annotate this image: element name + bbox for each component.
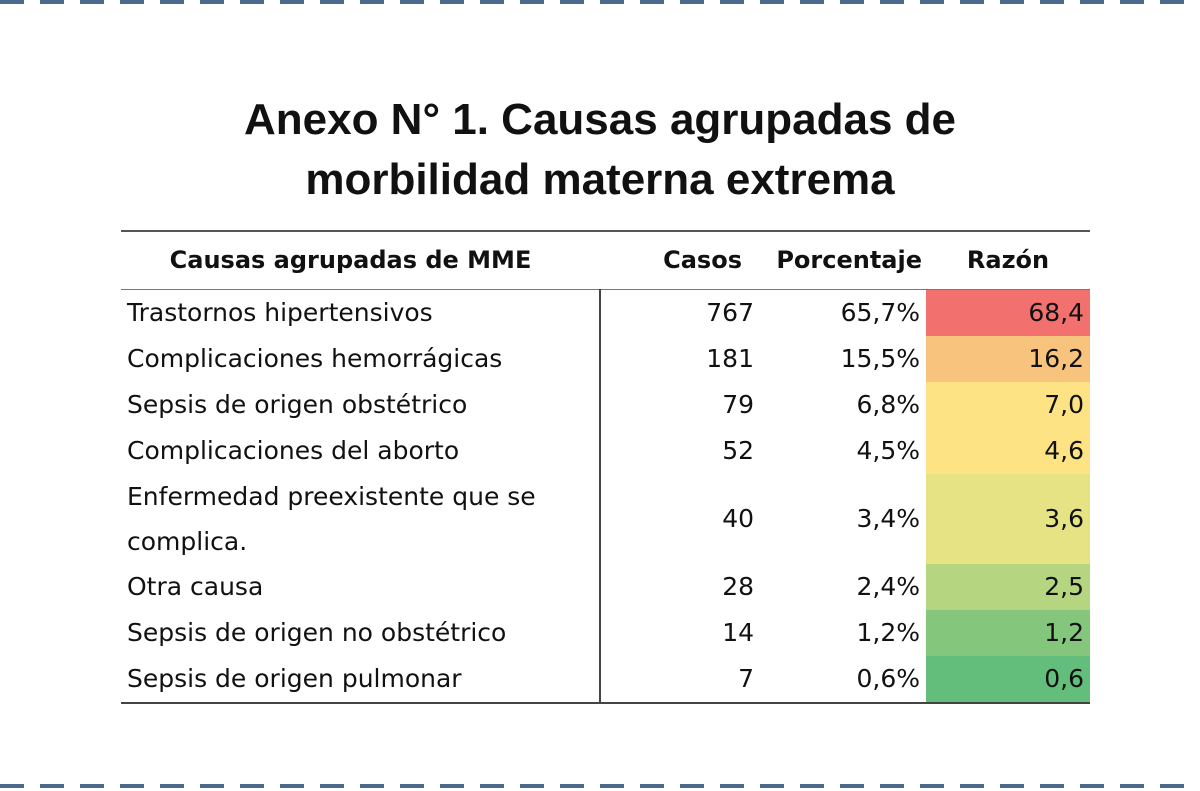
cell-porcentaje: 65,7%: [840, 298, 920, 327]
table-row: Sepsis de origen pulmonar 7 0,6% 0,6: [121, 655, 1090, 704]
cell-casos: 52: [722, 436, 754, 465]
cell-casos: 14: [722, 618, 754, 647]
cell-porcentaje: 3,4%: [856, 504, 920, 533]
cell-razon: 4,6: [926, 427, 1090, 474]
cell-causa: Sepsis de origen obstétrico: [121, 381, 601, 428]
title-line-1: Anexo N° 1. Causas agrupadas de: [243, 95, 957, 144]
cell-casos: 181: [706, 344, 754, 373]
cell-razon: 7,0: [926, 381, 1090, 428]
cell-causa: Sepsis de origen no obstétrico: [121, 609, 601, 656]
cell-porcentaje: 4,5%: [856, 436, 920, 465]
table-row: Otra causa 28 2,4% 2,5: [121, 563, 1090, 610]
table-row: Sepsis de origen obstétrico 79 6,8% 7,0: [121, 381, 1090, 428]
cell-razon: 3,6: [926, 473, 1090, 564]
data-table-container: Causas agrupadas de MME Casos Porcentaje…: [121, 230, 1090, 704]
table-row: Sepsis de origen no obstétrico 14 1,2% 1,2: [121, 609, 1090, 656]
cell-causa: Complicaciones del aborto: [121, 427, 601, 474]
cell-razon: 68,4: [926, 289, 1090, 336]
cell-causa: Otra causa: [121, 563, 601, 610]
table-row: Complicaciones hemorrágicas 181 15,5% 16,2: [121, 335, 1090, 382]
header-razon: Razón: [926, 230, 1090, 290]
cell-porcentaje: 1,2%: [856, 618, 920, 647]
cell-casos: 79: [722, 390, 754, 419]
top-dashed-border: [0, 0, 1200, 4]
cell-razon: 0,6: [926, 655, 1090, 704]
cell-causa: Complicaciones hemorrágicas: [121, 335, 601, 382]
cell-razon: 1,2: [926, 609, 1090, 656]
header-causa: Causas agrupadas de MME: [121, 230, 600, 290]
header-casos: Casos: [600, 230, 762, 290]
title-line-2: morbilidad materna extrema: [305, 155, 895, 204]
header-porcentaje: Porcentaje: [762, 230, 926, 290]
cell-casos: 28: [722, 572, 754, 601]
cell-causa: Trastornos hipertensivos: [121, 289, 601, 336]
cell-razon: 2,5: [926, 563, 1090, 610]
table-title: Anexo N° 1. Causas agrupadas de morbilid…: [0, 90, 1200, 210]
mme-causes-table: Causas agrupadas de MME Casos Porcentaje…: [121, 230, 1090, 704]
table-row: Enfermedad preexistente que se complica.…: [121, 473, 1090, 564]
cell-porcentaje: 2,4%: [856, 572, 920, 601]
cell-causa: Sepsis de origen pulmonar: [121, 655, 601, 704]
cell-razon: 16,2: [926, 335, 1090, 382]
bottom-dashed-border: [0, 784, 1200, 788]
cell-casos: 767: [706, 298, 754, 327]
cell-porcentaje: 15,5%: [840, 344, 920, 373]
table-row: Complicaciones del aborto 52 4,5% 4,6: [121, 427, 1090, 474]
cell-casos: 40: [722, 504, 754, 533]
cell-porcentaje: 6,8%: [856, 390, 920, 419]
header-row: Causas agrupadas de MME Casos Porcentaje…: [121, 230, 1090, 290]
cell-causa: Enfermedad preexistente que se complica.: [121, 473, 601, 564]
table-row: Trastornos hipertensivos 767 65,7% 68,4: [121, 289, 1090, 336]
cell-porcentaje: 0,6%: [762, 655, 926, 704]
cell-casos: 7: [600, 655, 762, 704]
table-body: Trastornos hipertensivos 767 65,7% 68,4 Comp…: [121, 289, 1090, 704]
